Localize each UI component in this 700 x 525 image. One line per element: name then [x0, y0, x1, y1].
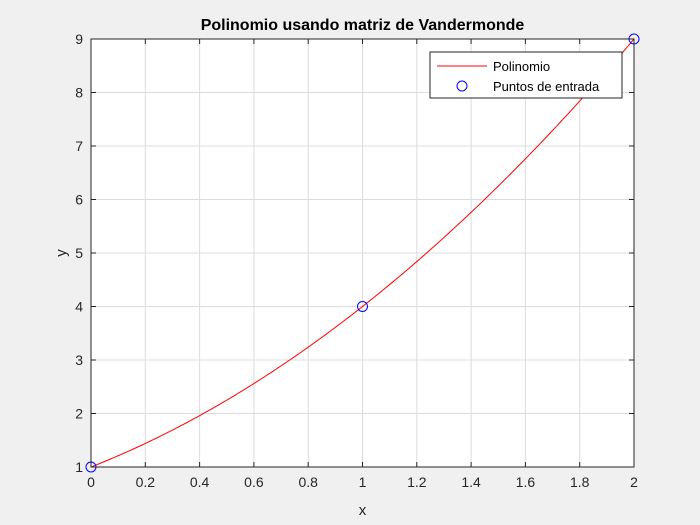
- y-axis-label: y: [53, 249, 70, 257]
- legend-label-puntos: Puntos de entrada: [493, 79, 600, 94]
- y-tick-label: 1: [75, 459, 83, 475]
- y-tick-label: 6: [75, 192, 83, 208]
- x-axis-label: x: [359, 502, 367, 519]
- y-tick-label: 3: [75, 352, 83, 368]
- y-tick-label: 9: [75, 31, 83, 47]
- legend-box: [429, 51, 623, 99]
- data-point-marker: [357, 301, 368, 312]
- series-layer: [85, 33, 640, 473]
- series-polinomio-line: [90, 38, 635, 468]
- x-tick-label: 0.8: [298, 474, 318, 490]
- y-tick-label: 8: [75, 85, 83, 101]
- y-tick-label: 7: [75, 138, 83, 154]
- ticks: [90, 38, 635, 468]
- legend: Polinomio Puntos de entrada: [429, 51, 623, 99]
- chart-title: Polinomio usando matriz de Vandermonde: [201, 17, 525, 34]
- x-tick-label: 1.2: [407, 474, 427, 490]
- x-tick-label: 1.6: [516, 474, 536, 490]
- x-tick-label: 2: [630, 474, 638, 490]
- x-tick-label: 0: [87, 474, 95, 490]
- y-tick-label: 5: [75, 245, 83, 261]
- y-tick-label: 2: [75, 406, 83, 422]
- x-tick-label: 1.8: [570, 474, 590, 490]
- x-tick-label: 0.4: [190, 474, 210, 490]
- legend-circle-marker: [456, 80, 468, 92]
- legend-label-polinomio: Polinomio: [493, 59, 550, 74]
- y-tick-label: 4: [75, 299, 83, 315]
- x-tick-label: 1.4: [461, 474, 481, 490]
- x-tick-label: 0.6: [244, 474, 264, 490]
- x-tick-label: 0.2: [136, 474, 156, 490]
- x-tick-label: 1: [359, 474, 367, 490]
- tick-labels: 0 0.2 0.4 0.6 0.8 1 1.2 1.4 1.6 1.8 2 1 2 3 4 5 6 7 8 9: [75, 31, 638, 490]
